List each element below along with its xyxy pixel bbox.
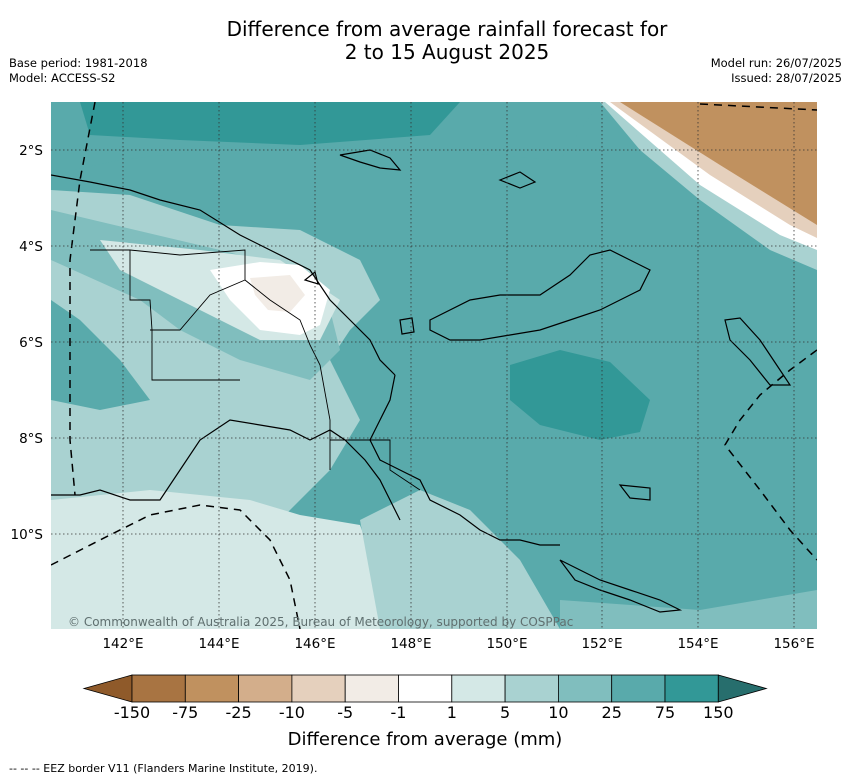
colorbar-swatch [344,674,399,703]
coastlines [51,149,792,613]
colorbar-swatch [238,674,293,703]
lon-label-154e: 154°E [677,636,718,652]
colorbar [82,674,768,703]
field-southeast-mid [560,590,817,629]
colorbar-tick-label: -150 [113,703,151,722]
model-run-text: Model run: 26/07/2025 [710,56,842,70]
colorbar-tick-label: -5 [337,703,354,722]
lon-label-150e: 150°E [486,636,527,652]
colorbar-swatch [451,674,506,703]
colorbar-tick-label: -75 [172,703,199,722]
model-text: Model: ACCESS-S2 [9,71,116,85]
field-75-150mm-north [80,102,460,145]
colorbar-tick-label: -1 [390,703,407,722]
colorbar-tick-label: -10 [278,703,305,722]
lat-label-2s: 2°S [19,143,43,159]
chart-title: Difference from average rainfall forecas… [0,18,850,64]
lon-label-152e: 152°E [581,636,622,652]
colorbar-arrow-low [82,674,133,703]
lon-label-146e: 146°E [294,636,335,652]
copyright-credit: © Commonwealth of Australia 2025, Bureau… [68,615,573,629]
issued-text: Issued: 28/07/2025 [731,71,842,85]
colorbar-tick-label: 25 [601,703,622,722]
colorbar-swatch [611,674,666,703]
lat-label-4s: 4°S [19,239,43,255]
field-ne-dry [620,102,817,225]
field-dry-spot [250,275,305,312]
lon-label-156e: 156°E [773,636,814,652]
colorbar-swatch [184,674,240,703]
colorbar-tick-label: -25 [225,703,252,722]
colorbar-swatch [398,674,453,703]
colorbar-swatch [558,674,613,703]
field-5-10mm-south [360,490,560,629]
colorbar-arrow-high [717,674,768,703]
colorbar-swatch [131,674,186,703]
model-info: Base period: 1981-2018 Model: ACCESS-S2 [9,56,148,86]
field-west-moderate [51,300,150,410]
title-line-2: 2 to 15 August 2025 [344,40,550,64]
colorbar-swatch [664,674,719,703]
lon-label-142e: 142°E [102,636,143,652]
rainfall-anomaly-field: © Commonwealth of Australia 2025, Bureau… [51,102,817,629]
lat-label-8s: 8°S [19,431,43,447]
base-period-text: Base period: 1981-2018 [9,56,148,70]
eez-borders [51,102,817,629]
colorbar-tick-label: 5 [500,703,511,722]
province-borders [90,249,421,491]
field-75-150mm-central [510,350,650,440]
colorbar-tick-label: 1 [446,703,457,722]
lon-label-144e: 144°E [198,636,239,652]
colorbar-swatch [291,674,346,703]
colorbar-title: Difference from average (mm) [287,729,563,750]
lon-label-148e: 148°E [390,636,431,652]
colorbar-tick-label: 10 [548,703,569,722]
longitude-labels: 142°E 144°E 146°E 148°E 150°E 152°E 154°… [102,636,814,652]
title-line-1: Difference from average rainfall forecas… [226,17,668,41]
run-info: Model run: 26/07/2025 Issued: 28/07/2025 [711,56,842,86]
colorbar-tick-label: 150 [703,703,734,722]
eez-legend-note: -- -- -- EEZ border V11 (Flanders Marine… [9,762,318,775]
colorbar-swatch [504,674,559,703]
lat-label-10s: 10°S [11,527,44,543]
field-1-5mm-south [51,490,400,629]
latitude-labels: 2°S 4°S 6°S 8°S 10°S [11,143,44,543]
colorbar-tick-label: 75 [654,703,676,722]
lat-label-6s: 6°S [19,335,43,351]
